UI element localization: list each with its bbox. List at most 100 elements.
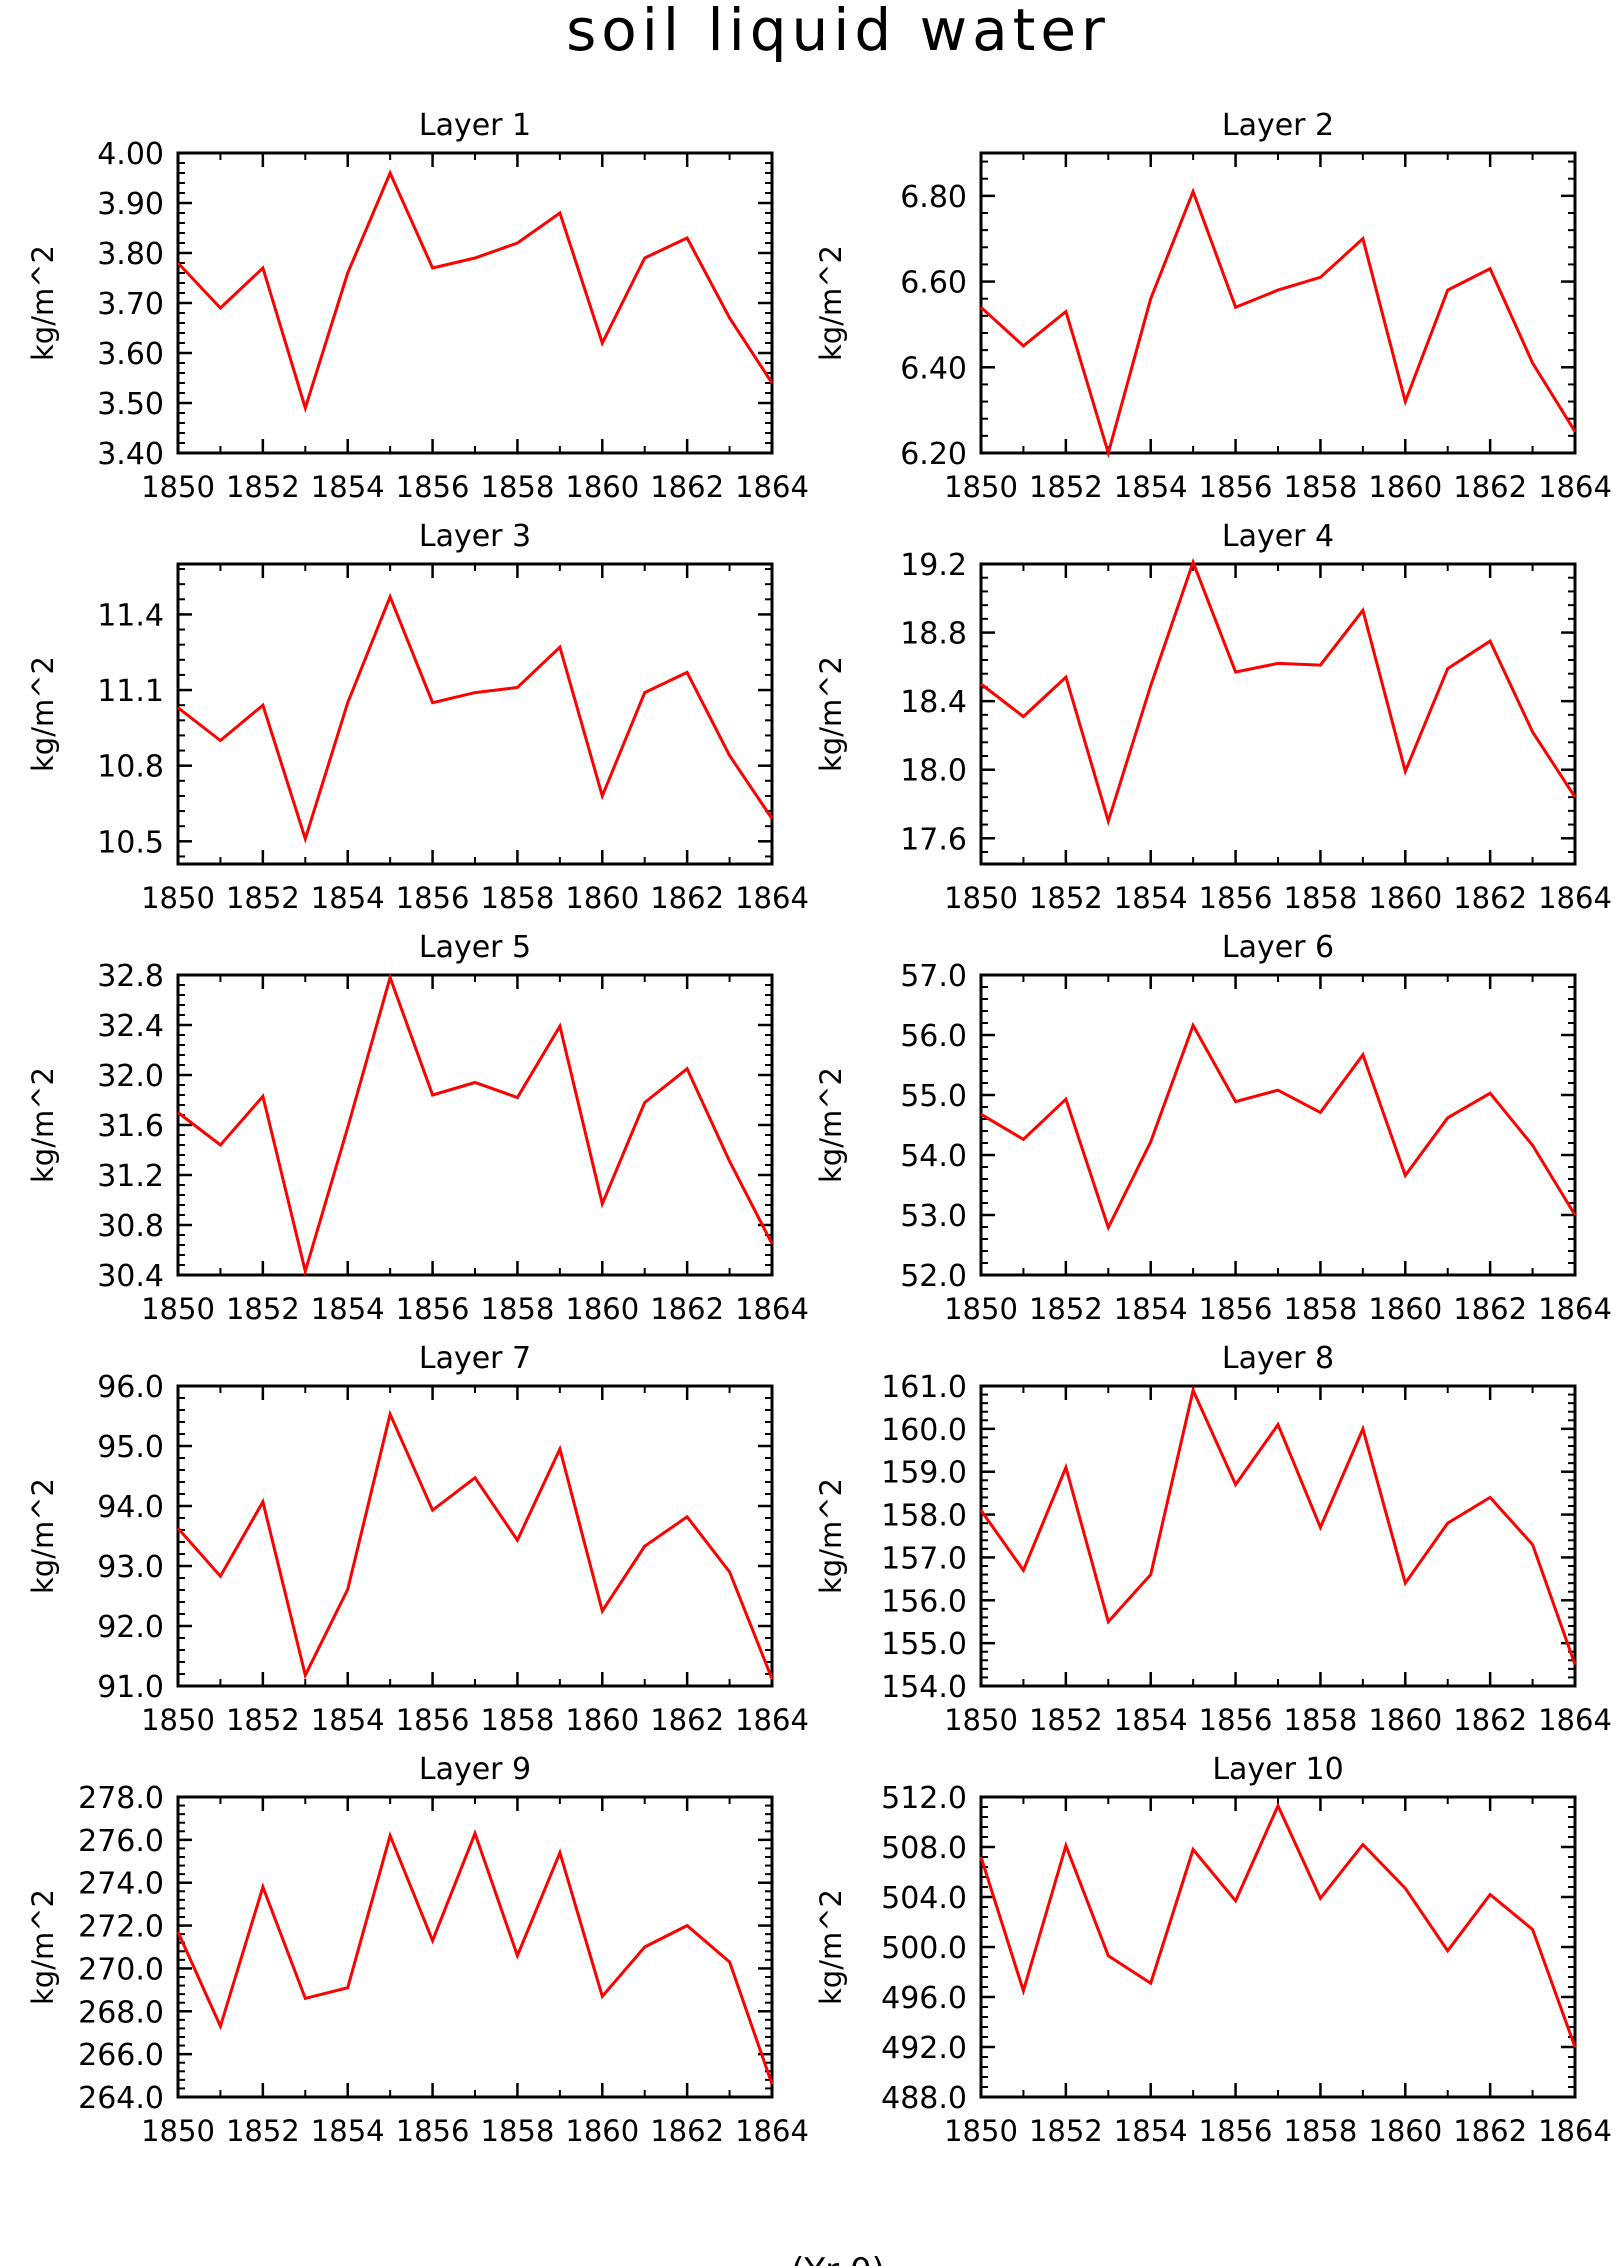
x-tick-label: 1852 bbox=[226, 2114, 300, 2148]
series-line bbox=[979, 1385, 1577, 1666]
x-tick-label: 1850 bbox=[141, 470, 215, 504]
y-tick-label: 156.0 bbox=[881, 1584, 967, 1619]
x-tick-label: 1854 bbox=[311, 2114, 385, 2148]
y-tick-label: 92.0 bbox=[97, 1610, 164, 1645]
y-tick-label: 17.6 bbox=[900, 822, 967, 857]
y-tick-label: 18.0 bbox=[900, 754, 967, 789]
y-tick-label: 3.90 bbox=[97, 187, 164, 222]
y-tick-label: 32.0 bbox=[97, 1059, 164, 1094]
y-tick-label: 6.40 bbox=[900, 351, 967, 386]
y-tick-label: 157.0 bbox=[881, 1541, 967, 1576]
x-tick-label: 1858 bbox=[481, 470, 555, 504]
y-tick-label: 57.0 bbox=[900, 959, 967, 994]
x-tick-label: 1858 bbox=[1284, 2114, 1358, 2148]
x-tick-label: 1864 bbox=[1538, 2114, 1612, 2148]
x-tick-label: 1864 bbox=[1538, 881, 1612, 915]
y-tick-label: 512.0 bbox=[881, 1781, 967, 1816]
plot-frame bbox=[176, 1795, 774, 2099]
y-tick-label: 18.8 bbox=[900, 617, 967, 652]
chart-panel-8: Layer 8 kg/m^2 154.0 155.0 156.0 157.0 158.0 15… bbox=[814, 1341, 1612, 1737]
plot-frame bbox=[176, 1384, 774, 1688]
figure-title: soil liquid water bbox=[566, 0, 1110, 64]
y-axis-label: kg/m^2 bbox=[26, 1889, 60, 2005]
x-tick-label: 1852 bbox=[1029, 470, 1103, 504]
chart-panel-7: Layer 7 kg/m^2 91.0 92.0 93.0 94.0 95.0 96.0 185… bbox=[26, 1341, 809, 1737]
x-tick-label: 1862 bbox=[650, 1703, 724, 1737]
y-tick-label: 52.0 bbox=[900, 1259, 967, 1294]
y-tick-label: 500.0 bbox=[881, 1931, 967, 1966]
chart-panel-5: Layer 5 kg/m^2 30.4 30.8 31.2 31.6 32.0 32.4 32.… bbox=[26, 930, 809, 1326]
x-tick-label: 1860 bbox=[1368, 470, 1442, 504]
panel-grid: Layer 1 kg/m^2 3.40 3.50 3.60 3.70 3.80 3.90 4.0… bbox=[26, 108, 1612, 2148]
y-tick-label: 31.2 bbox=[97, 1159, 164, 1194]
y-tick-label: 11.4 bbox=[97, 598, 164, 633]
y-tick-label: 3.50 bbox=[97, 387, 164, 422]
panel-title: Layer 4 bbox=[1222, 519, 1334, 554]
y-tick-label: 96.0 bbox=[97, 1370, 164, 1405]
series-line bbox=[176, 169, 774, 414]
panel-title: Layer 9 bbox=[419, 1752, 531, 1787]
x-tick-label: 1852 bbox=[226, 470, 300, 504]
y-tick-label: 95.0 bbox=[97, 1430, 164, 1465]
x-tick-label: 1850 bbox=[944, 2114, 1018, 2148]
x-tick-label: 1860 bbox=[565, 2114, 639, 2148]
x-tick-label: 1850 bbox=[141, 1703, 215, 1737]
panel-title: Layer 8 bbox=[1222, 1341, 1334, 1376]
y-tick-label: 11.1 bbox=[97, 674, 164, 709]
y-tick-label: 31.6 bbox=[97, 1109, 164, 1144]
y-tick-label: 270.0 bbox=[78, 1952, 164, 1987]
x-tick-label: 1856 bbox=[1199, 1292, 1273, 1326]
chart-panel-10: Layer 10 kg/m^2 488.0 492.0 496.0 500.0 504.0 5… bbox=[814, 1752, 1612, 2148]
figure-bottom-note: (Yr 0) bbox=[791, 2251, 885, 2266]
x-tick-label: 1864 bbox=[1538, 1703, 1612, 1737]
x-tick-label: 1862 bbox=[1453, 470, 1527, 504]
x-tick-label: 1858 bbox=[1284, 1292, 1358, 1326]
x-tick-label: 1856 bbox=[1199, 470, 1273, 504]
y-tick-label: 272.0 bbox=[78, 1910, 164, 1945]
y-tick-label: 276.0 bbox=[78, 1824, 164, 1859]
chart-panel-1: Layer 1 kg/m^2 3.40 3.50 3.60 3.70 3.80 3.90 4.0… bbox=[26, 108, 809, 504]
y-tick-label: 496.0 bbox=[881, 1981, 967, 2016]
y-axis-label: kg/m^2 bbox=[814, 1889, 848, 2005]
y-tick-label: 155.0 bbox=[881, 1627, 967, 1662]
y-tick-label: 3.60 bbox=[97, 337, 164, 372]
y-tick-label: 159.0 bbox=[881, 1456, 967, 1491]
series-line bbox=[176, 1829, 774, 2085]
x-tick-label: 1860 bbox=[565, 1292, 639, 1326]
x-tick-label: 1850 bbox=[944, 1292, 1018, 1326]
series-line bbox=[980, 557, 1577, 827]
y-axis-label: kg/m^2 bbox=[26, 1067, 60, 1183]
y-tick-label: 54.0 bbox=[900, 1139, 967, 1174]
y-tick-label: 6.60 bbox=[900, 266, 967, 301]
y-tick-label: 160.0 bbox=[881, 1413, 967, 1448]
chart-panel-3: Layer 3 kg/m^2 10.5 10.8 11.1 11.4 1850 1852 185… bbox=[26, 519, 809, 915]
x-tick-label: 1858 bbox=[481, 1703, 555, 1737]
y-tick-label: 93.0 bbox=[97, 1550, 164, 1585]
chart-panel-2: Layer 2 kg/m^2 6.20 6.40 6.60 6.80 1850 1852 185… bbox=[814, 108, 1612, 504]
y-axis-label: kg/m^2 bbox=[814, 1478, 848, 1594]
y-tick-label: 158.0 bbox=[881, 1499, 967, 1534]
x-tick-label: 1860 bbox=[1368, 1292, 1442, 1326]
y-tick-label: 30.4 bbox=[97, 1259, 164, 1294]
x-tick-label: 1858 bbox=[1284, 881, 1358, 915]
plot-frame bbox=[176, 151, 774, 455]
plot-frame bbox=[979, 1384, 1577, 1688]
x-tick-label: 1858 bbox=[481, 2114, 555, 2148]
panel-title: Layer 5 bbox=[419, 930, 531, 965]
x-tick-label: 1864 bbox=[735, 881, 809, 915]
x-tick-label: 1860 bbox=[1368, 1703, 1442, 1737]
chart-panel-6: Layer 6 kg/m^2 52.0 53.0 54.0 55.0 56.0 57.0 185… bbox=[814, 930, 1612, 1326]
x-tick-label: 1854 bbox=[311, 1292, 385, 1326]
x-tick-label: 1852 bbox=[1029, 1703, 1103, 1737]
x-tick-label: 1852 bbox=[1029, 881, 1103, 915]
x-tick-label: 1856 bbox=[396, 1703, 470, 1737]
y-tick-label: 56.0 bbox=[900, 1019, 967, 1054]
x-tick-label: 1864 bbox=[1538, 1292, 1612, 1326]
x-tick-label: 1850 bbox=[944, 881, 1018, 915]
y-axis-label: kg/m^2 bbox=[26, 1478, 60, 1594]
y-tick-label: 10.8 bbox=[97, 750, 164, 785]
x-tick-label: 1854 bbox=[1114, 2114, 1188, 2148]
plot-frame bbox=[979, 973, 1577, 1277]
x-tick-label: 1862 bbox=[1453, 1292, 1527, 1326]
